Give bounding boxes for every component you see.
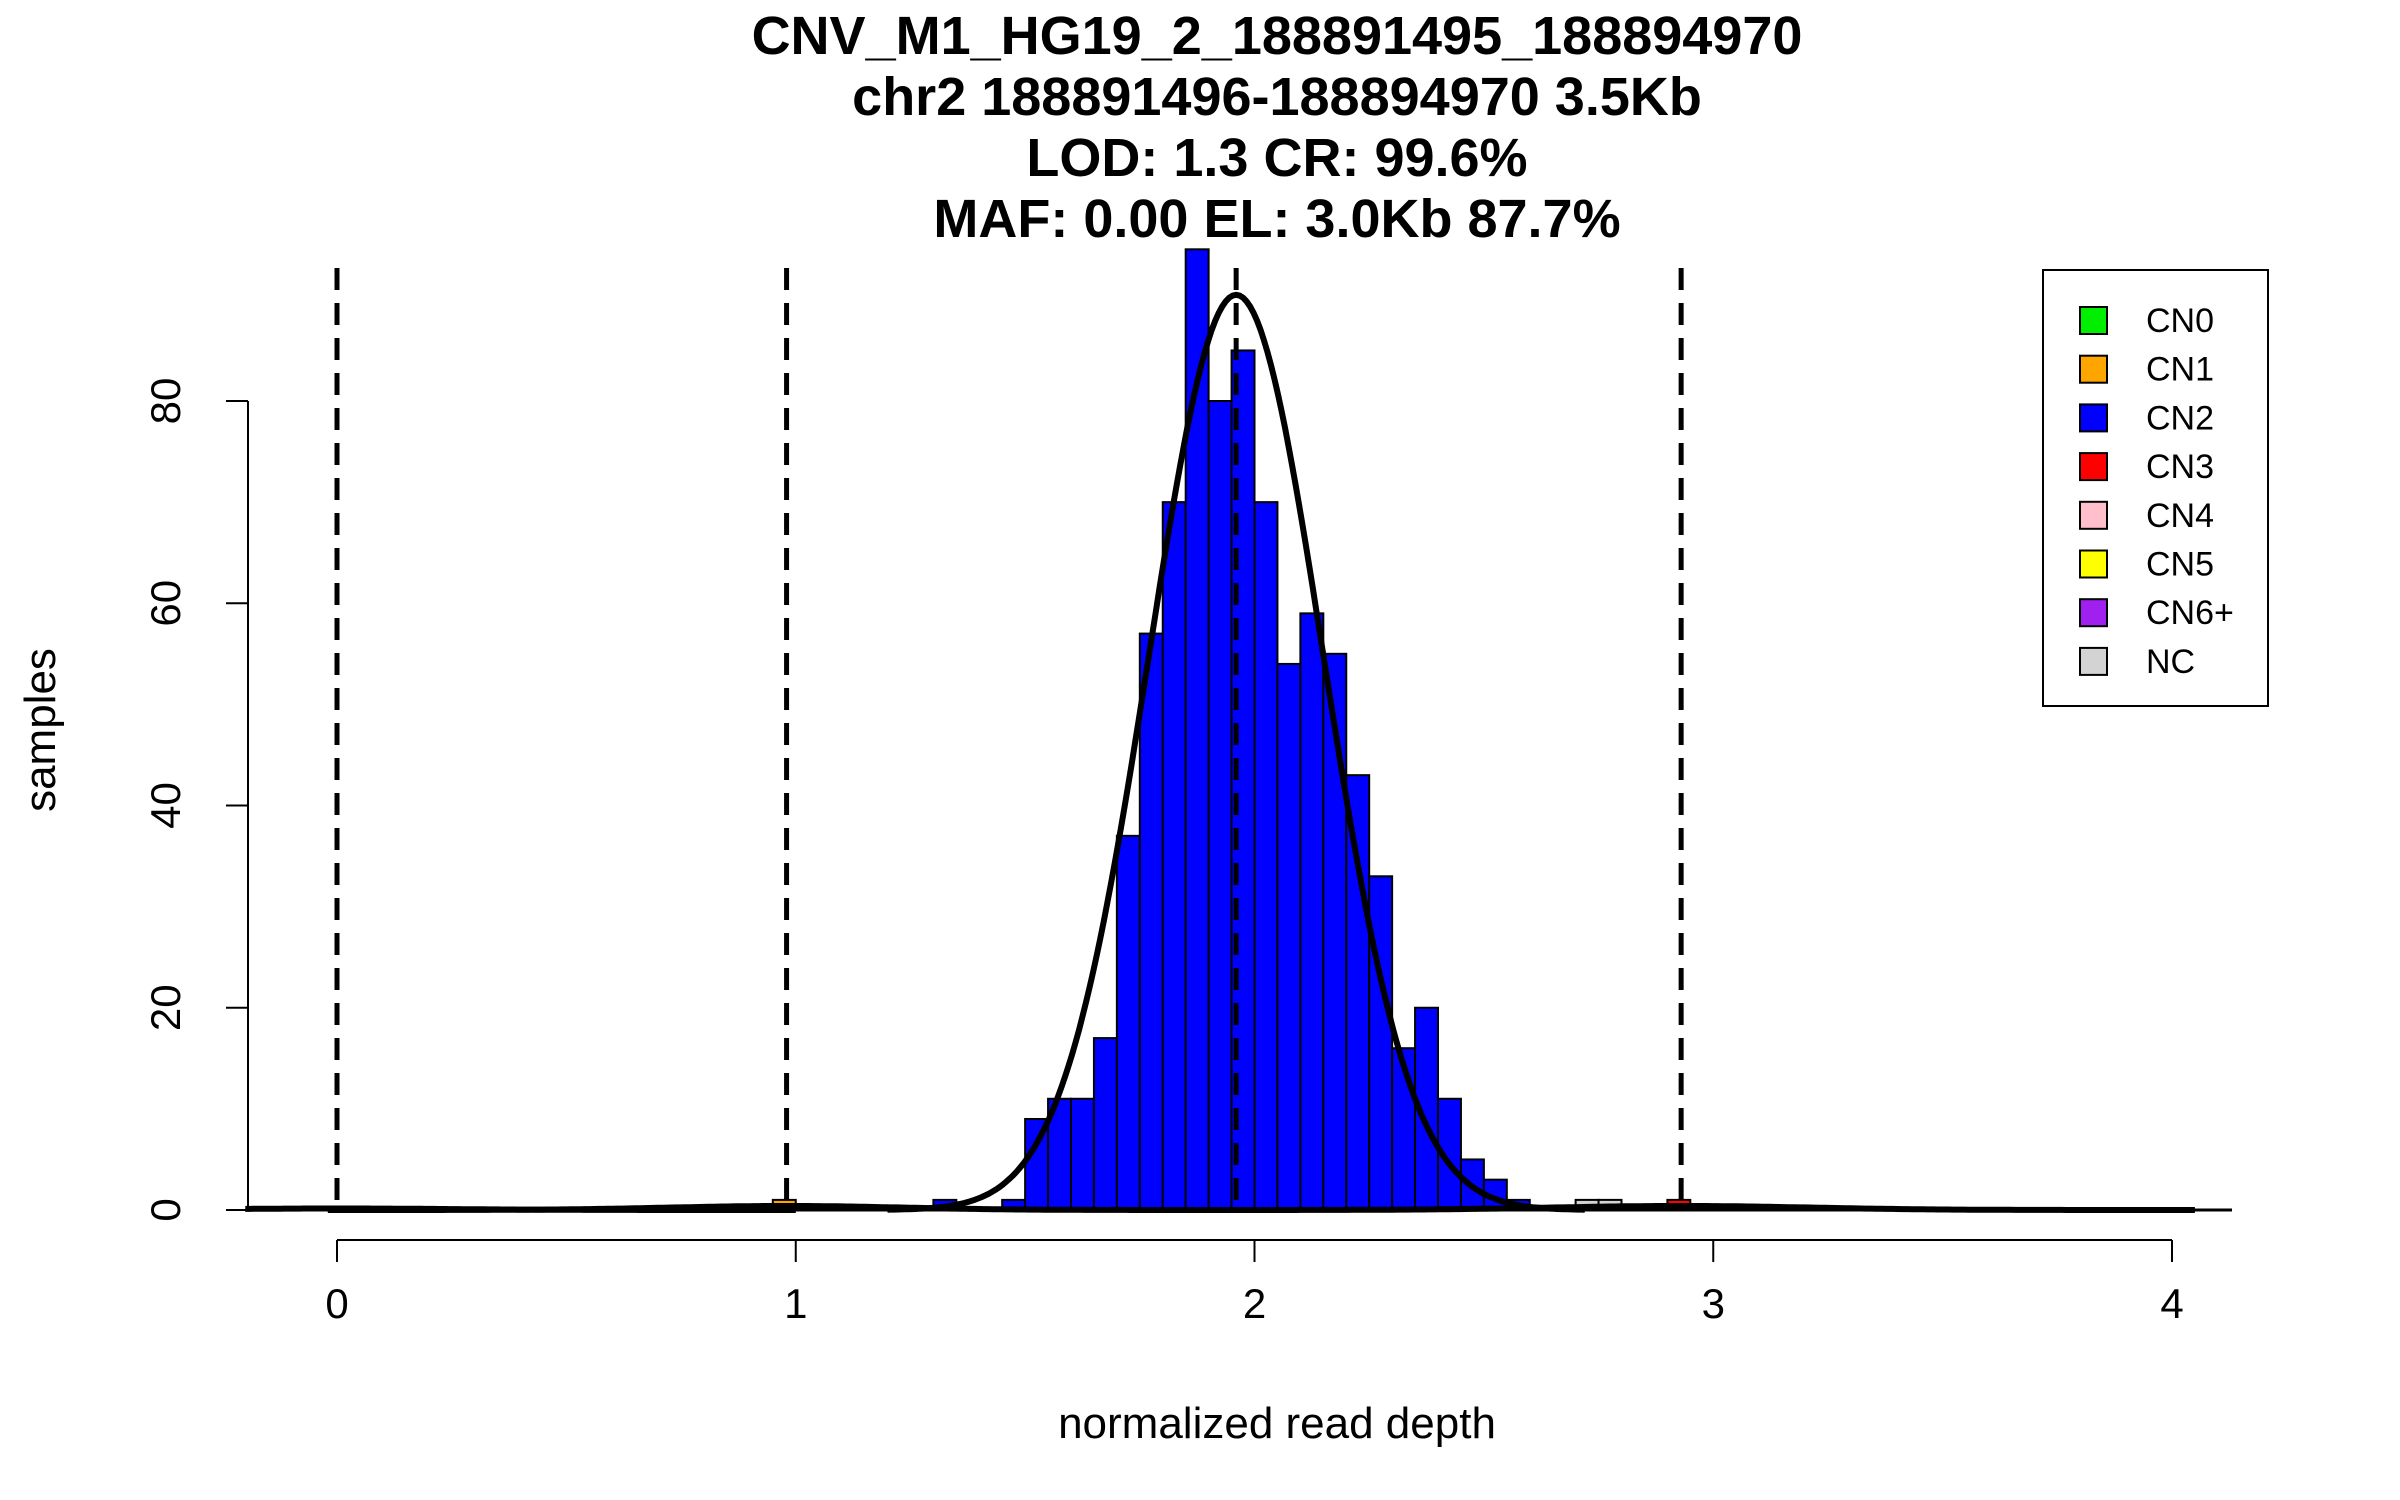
histogram-bar-5 bbox=[1070, 1097, 1095, 1211]
x-tick-label-2: 2 bbox=[1243, 1280, 1266, 1327]
y-axis-title: samples bbox=[16, 648, 65, 812]
legend-swatch-cn1 bbox=[2079, 354, 2108, 384]
title-line-4: MAF: 0.00 EL: 3.0Kb 87.7% bbox=[933, 189, 1620, 249]
legend: CN0 CN1 CN2 CN3 CN4 CN5 CN6+ NC bbox=[2042, 269, 2269, 707]
legend-label-cn0: CN0 bbox=[2146, 302, 2214, 340]
fit-curves bbox=[245, 291, 2195, 1213]
legend-swatch-cn6plus bbox=[2079, 598, 2108, 628]
histogram-bar-14 bbox=[1276, 662, 1302, 1211]
x-axis: 0 1 2 3 4 bbox=[325, 1239, 2184, 1327]
y-tick-label-0: 0 bbox=[142, 1198, 189, 1221]
y-axis: 0 20 40 60 80 bbox=[142, 378, 249, 1222]
y-tick-label-3: 60 bbox=[142, 580, 189, 627]
histogram-bar-13 bbox=[1253, 501, 1279, 1211]
legend-box bbox=[2042, 269, 2269, 707]
legend-label-cn3: CN3 bbox=[2146, 448, 2214, 486]
legend-swatch-cn0 bbox=[2079, 306, 2108, 335]
fit-curve-cn3 bbox=[1167, 1203, 2195, 1213]
legend-swatch-cn5 bbox=[2079, 549, 2108, 579]
histogram-bar-17 bbox=[1345, 774, 1371, 1211]
cn-mean-lines bbox=[334, 268, 1684, 1210]
histogram-bar-8 bbox=[1138, 632, 1164, 1211]
legend-label-cn6plus: CN6+ bbox=[2146, 594, 2234, 632]
histogram-bar-9 bbox=[1161, 501, 1187, 1211]
y-tick-label-2: 40 bbox=[142, 782, 189, 829]
legend-label-cn5: CN5 bbox=[2146, 546, 2214, 584]
x-tick-label-1: 1 bbox=[784, 1280, 807, 1327]
legend-label-cn1: CN1 bbox=[2146, 351, 2214, 389]
histogram-bar-6 bbox=[1092, 1037, 1118, 1212]
x-tick-label-4: 4 bbox=[2160, 1280, 2183, 1327]
x-tick-label-0: 0 bbox=[325, 1280, 348, 1327]
title-line-3: LOD: 1.3 CR: 99.6% bbox=[1026, 128, 1527, 188]
legend-swatch-nc bbox=[2079, 646, 2108, 676]
histogram-bar-7 bbox=[1115, 834, 1141, 1212]
y-tick-label-1: 20 bbox=[142, 984, 189, 1031]
histogram-bar-15 bbox=[1299, 612, 1325, 1211]
legend-swatch-cn3 bbox=[2079, 452, 2108, 482]
fit-curve-cn1 bbox=[327, 1203, 1246, 1213]
legend-label-cn4: CN4 bbox=[2146, 497, 2214, 535]
legend-swatch-cn4 bbox=[2079, 500, 2108, 530]
x-axis-title: normalized read depth bbox=[1058, 1399, 1496, 1448]
x-tick-label-3: 3 bbox=[1702, 1280, 1725, 1327]
chart-title: CNV_M1_HG19_2_188891495_188894970 chr2 1… bbox=[752, 6, 1803, 249]
y-tick-label-4: 80 bbox=[142, 378, 189, 425]
title-line-1: CNV_M1_HG19_2_188891495_188894970 bbox=[752, 6, 1803, 66]
title-line-2: chr2 188891496-188894970 3.5Kb bbox=[852, 67, 1702, 127]
histogram-bar-11 bbox=[1207, 400, 1233, 1211]
legend-swatch-cn2 bbox=[2079, 403, 2108, 433]
histogram-bar-18 bbox=[1368, 875, 1394, 1211]
legend-label-nc: NC bbox=[2146, 643, 2195, 681]
fit-curve-cn2 bbox=[887, 291, 1585, 1213]
legend-label-cn2: CN2 bbox=[2146, 399, 2214, 437]
